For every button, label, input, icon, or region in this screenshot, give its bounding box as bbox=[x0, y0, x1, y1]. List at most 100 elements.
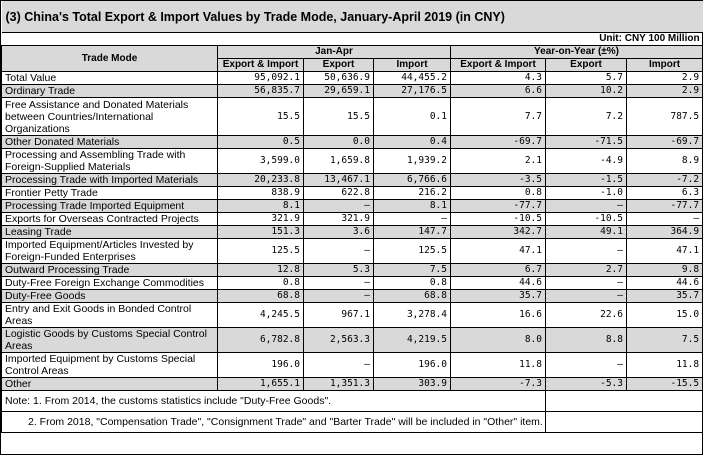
table-row: Leasing Trade 151.3 3.6 147.7 342.7 49.1 364.9 bbox=[1, 225, 703, 239]
row-label: Leasing Trade bbox=[1, 225, 218, 239]
yoy-export: -10.5 bbox=[545, 212, 627, 226]
note-2-blank bbox=[544, 411, 703, 433]
row-label: Exports for Overseas Contracted Projects bbox=[1, 212, 218, 226]
header-trade-mode: Trade Mode bbox=[1, 45, 218, 72]
value-export-import: 95,092.1 bbox=[217, 71, 304, 85]
row-label: Duty-Free Goods bbox=[1, 289, 218, 303]
value-import: 1,939.2 bbox=[373, 148, 451, 174]
note-row-1: Note: 1. From 2014, the customs statisti… bbox=[1, 390, 703, 412]
yoy-export-import: 2.1 bbox=[450, 148, 546, 174]
row-label: Ordinary Trade bbox=[1, 84, 218, 98]
unit-row: Unit: CNY 100 Million bbox=[1, 32, 703, 46]
yoy-import: 44.6 bbox=[625, 276, 703, 290]
yoy-export: -1.5 bbox=[545, 173, 627, 187]
table-row: Other 1,655.1 1,351.3 303.9 -7.3 -5.3 -15.5 bbox=[1, 377, 703, 391]
value-export-import: 196.0 bbox=[217, 352, 304, 378]
value-export-import: 3,599.0 bbox=[217, 148, 304, 174]
yoy-export: -1.0 bbox=[545, 186, 627, 200]
yoy-export: 7.2 bbox=[545, 97, 627, 136]
header-yoy: Year-on-Year (±%) bbox=[449, 45, 703, 59]
yoy-export: – bbox=[545, 199, 627, 213]
yoy-import: 11.8 bbox=[625, 352, 703, 378]
yoy-import: 8.9 bbox=[625, 148, 703, 174]
value-import: 8.1 bbox=[373, 199, 451, 213]
value-import: 303.9 bbox=[373, 377, 451, 391]
note-2: 2. From 2018, "Compensation Trade", "Con… bbox=[1, 411, 546, 433]
yoy-export-import: 8.0 bbox=[450, 327, 546, 353]
yoy-export-import: 47.1 bbox=[450, 238, 546, 264]
value-export-import: 8.1 bbox=[217, 199, 304, 213]
table-row: Duty-Free Goods 68.8–68.8 35.7–35.7 bbox=[1, 289, 703, 303]
yoy-import: 364.9 bbox=[625, 225, 703, 239]
yoy-import: 787.5 bbox=[625, 97, 703, 136]
value-export: 1,659.8 bbox=[303, 148, 374, 174]
row-label: Processing Trade with Imported Materials bbox=[1, 173, 218, 187]
table-row: Other Donated Materials 0.5 0.0 0.4 -69.7 -71… bbox=[1, 135, 703, 149]
value-import: – bbox=[373, 212, 451, 226]
yoy-export-import: 342.7 bbox=[450, 225, 546, 239]
yoy-export: 49.1 bbox=[545, 225, 627, 239]
yoy-export-import: 6.6 bbox=[450, 84, 546, 98]
value-export: 622.8 bbox=[303, 186, 374, 200]
note-1-blank bbox=[544, 390, 703, 412]
value-import: 125.5 bbox=[373, 238, 451, 264]
value-export: 29,659.1 bbox=[303, 84, 374, 98]
value-import: 68.8 bbox=[373, 289, 451, 303]
unit-label: Unit: CNY 100 Million bbox=[1, 32, 703, 46]
header-jan-apr: Jan-Apr bbox=[217, 45, 451, 59]
table-row: Outward Processing Trade 12.8 5.3 7.5 6.7 2.7… bbox=[1, 263, 703, 277]
yoy-export: – bbox=[545, 238, 627, 264]
value-import: 3,278.4 bbox=[373, 302, 451, 328]
header-yoy-import: Import bbox=[625, 58, 703, 72]
row-label: Imported Equipment/Articles Invested by … bbox=[1, 238, 218, 264]
note-1: Note: 1. From 2014, the customs statisti… bbox=[1, 390, 546, 412]
value-export: – bbox=[303, 352, 374, 378]
value-export: 50,636.9 bbox=[303, 71, 374, 85]
value-export-import: 68.8 bbox=[217, 289, 304, 303]
value-import: 4,219.5 bbox=[373, 327, 451, 353]
row-label: Other Donated Materials bbox=[1, 135, 218, 149]
yoy-export-import: -77.7 bbox=[450, 199, 546, 213]
value-export: 0.0 bbox=[303, 135, 374, 149]
value-import: 196.0 bbox=[373, 352, 451, 378]
table-row: Frontier Petty Trade 838.9 622.8 216.2 0.8 -1… bbox=[1, 186, 703, 200]
row-label: Total Value bbox=[1, 71, 218, 85]
yoy-export: -4.9 bbox=[545, 148, 627, 174]
yoy-import: 9.8 bbox=[625, 263, 703, 277]
trade-mode-table: (3) China's Total Export & Import Values… bbox=[1, 1, 703, 433]
yoy-export-import: 6.7 bbox=[450, 263, 546, 277]
value-export: 967.1 bbox=[303, 302, 374, 328]
value-export-import: 1,655.1 bbox=[217, 377, 304, 391]
header-import: Import bbox=[373, 58, 451, 72]
table-row: Free Assistance and Donated Materials be… bbox=[1, 97, 703, 136]
header-yoy-export: Export bbox=[545, 58, 627, 72]
value-export: 5.3 bbox=[303, 263, 374, 277]
value-import: 44,455.2 bbox=[373, 71, 451, 85]
value-import: 27,176.5 bbox=[373, 84, 451, 98]
value-import: 0.4 bbox=[373, 135, 451, 149]
row-label: Duty-Free Foreign Exchange Commodities bbox=[1, 276, 218, 290]
table-row: Imported Equipment/Articles Invested by … bbox=[1, 238, 703, 264]
yoy-export: 2.7 bbox=[545, 263, 627, 277]
yoy-export-import: 35.7 bbox=[450, 289, 546, 303]
yoy-export-import: 7.7 bbox=[450, 97, 546, 136]
yoy-export-import: -10.5 bbox=[450, 212, 546, 226]
value-export: – bbox=[303, 276, 374, 290]
value-export-import: 0.8 bbox=[217, 276, 304, 290]
row-label: Outward Processing Trade bbox=[1, 263, 218, 277]
row-label: Imported Equipment by Customs Special Co… bbox=[1, 352, 218, 378]
value-export-import: 151.3 bbox=[217, 225, 304, 239]
row-label: Processing Trade Imported Equipment bbox=[1, 199, 218, 213]
table-row: Logistic Goods by Customs Special Contro… bbox=[1, 327, 703, 353]
yoy-export: -71.5 bbox=[545, 135, 627, 149]
note-row-2: 2. From 2018, "Compensation Trade", "Con… bbox=[1, 411, 703, 433]
yoy-export-import: -7.3 bbox=[450, 377, 546, 391]
row-label: Free Assistance and Donated Materials be… bbox=[1, 97, 218, 136]
value-export: 3.6 bbox=[303, 225, 374, 239]
value-export-import: 20,233.8 bbox=[217, 173, 304, 187]
yoy-import: 15.0 bbox=[625, 302, 703, 328]
value-export-import: 15.5 bbox=[217, 97, 304, 136]
yoy-export: – bbox=[545, 289, 627, 303]
table-row: Processing and Assembling Trade with For… bbox=[1, 148, 703, 174]
